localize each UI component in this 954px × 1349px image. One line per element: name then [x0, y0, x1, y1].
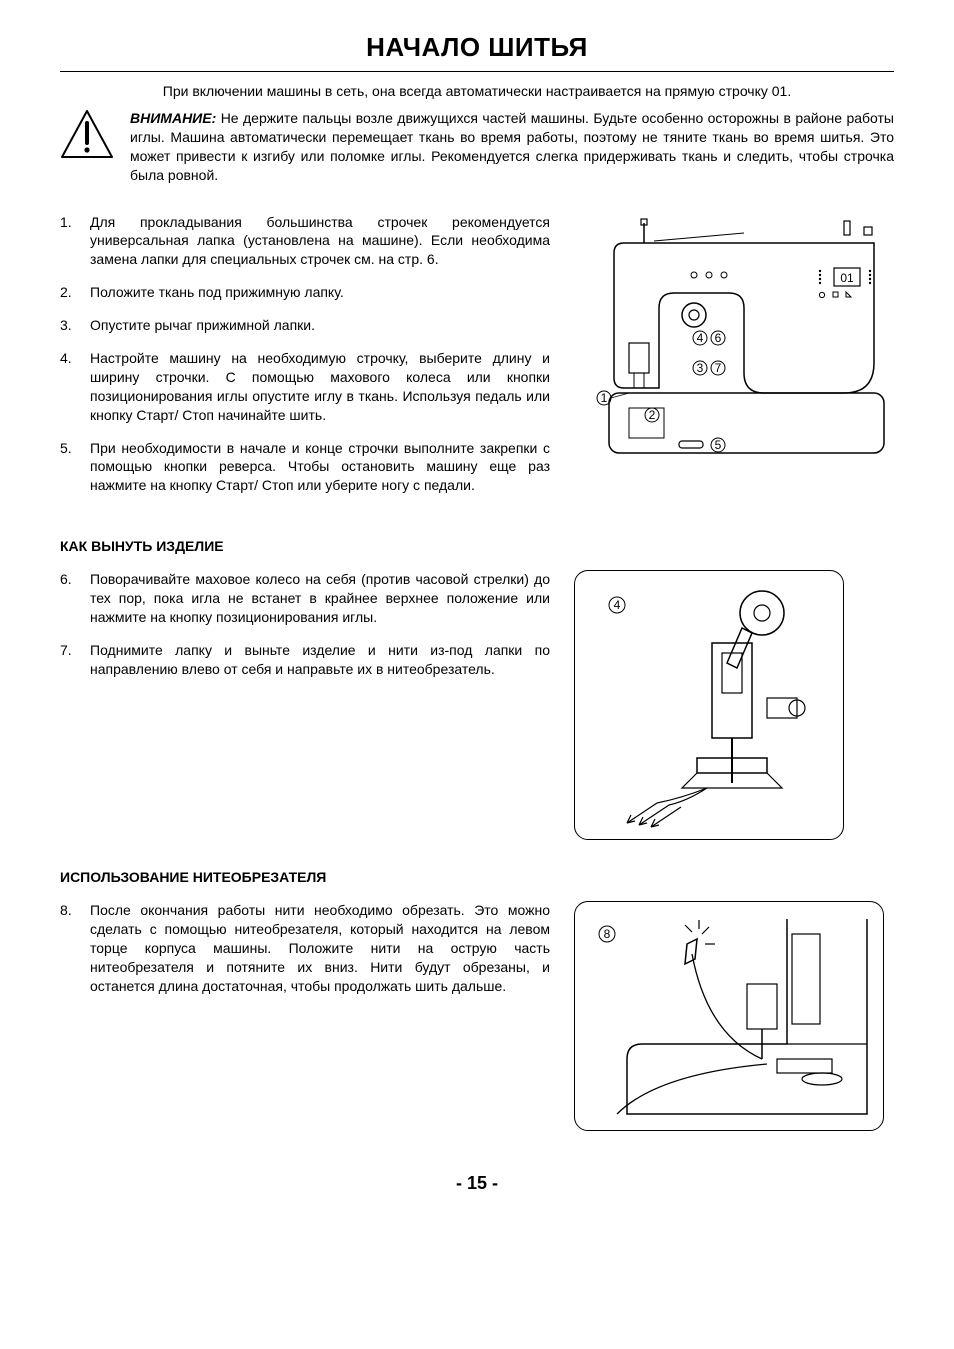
warning-block: ВНИМАНИЕ: Не держите пальцы возле движущ…	[60, 109, 894, 185]
block-steps-remove: 6.Поворачивайте маховое колесо на себя (…	[60, 570, 894, 840]
step-number: 4.	[60, 349, 90, 425]
step-number: 2.	[60, 283, 90, 302]
step-text: Поворачивайте маховое колесо на себя (пр…	[90, 570, 550, 627]
step-item: 3.Опустите рычаг прижимной лапки.	[60, 316, 550, 335]
step-item: 2.Положите ткань под прижимную лапку.	[60, 283, 550, 302]
step-item: 6.Поворачивайте маховое колесо на себя (…	[60, 570, 550, 627]
text-col-cutter: 8.После окончания работы нити необходимо…	[60, 901, 550, 1009]
step-text: Опустите рычаг прижимной лапки.	[90, 316, 550, 335]
step-number: 1.	[60, 213, 90, 270]
step-number: 8.	[60, 901, 90, 995]
figure1-callout-2: 2	[649, 408, 656, 422]
text-col-remove: 6.Поворачивайте маховое колесо на себя (…	[60, 570, 550, 692]
page-number: - 15 -	[60, 1171, 894, 1195]
figure1-callout-7: 7	[715, 361, 722, 375]
heading-remove: КАК ВЫНУТЬ ИЗДЕЛИЕ	[60, 537, 894, 556]
intro-text: При включении машины в сеть, она всегда …	[60, 82, 894, 101]
figure1-display-label: 01	[840, 271, 854, 285]
step-number: 3.	[60, 316, 90, 335]
steps-cutter-list: 8.После окончания работы нити необходимо…	[60, 901, 550, 995]
text-col-main: 1.Для прокладывания большинства строчек …	[60, 213, 550, 510]
figure2-callout: 4	[614, 598, 621, 612]
figure3-callout: 8	[604, 927, 611, 941]
title-rule	[60, 71, 894, 72]
step-number: 5.	[60, 439, 90, 496]
step-number: 6.	[60, 570, 90, 627]
warning-text: ВНИМАНИЕ: Не держите пальцы возле движущ…	[130, 109, 894, 185]
step-text: Положите ткань под прижимную лапку.	[90, 283, 550, 302]
figure-presser-foot: 4	[574, 570, 844, 840]
figure-col-1: 01 1 2	[574, 213, 894, 503]
step-text: После окончания работы нити необходимо о…	[90, 901, 550, 995]
figure-col-3: 8	[574, 901, 894, 1131]
warning-label: ВНИМАНИЕ:	[130, 110, 216, 126]
warning-icon	[60, 109, 114, 159]
steps-remove-list: 6.Поворачивайте маховое колесо на себя (…	[60, 570, 550, 678]
figure1-callout-3: 3	[697, 361, 704, 375]
step-item: 4.Настройте машину на необходимую строчк…	[60, 349, 550, 425]
figure-col-2: 4	[574, 570, 894, 840]
step-text: Настройте машину на необходимую строчку,…	[90, 349, 550, 425]
steps-main-list: 1.Для прокладывания большинства строчек …	[60, 213, 550, 496]
figure1-callout-5: 5	[715, 438, 722, 452]
step-text: Поднимите лапку и выньте изделие и нити …	[90, 641, 550, 679]
figure1-callout-4: 4	[697, 331, 704, 345]
step-text: При необходимости в начале и конце строч…	[90, 439, 550, 496]
figure1-callout-1: 1	[601, 391, 608, 405]
step-item: 5.При необходимости в начале и конце стр…	[60, 439, 550, 496]
step-item: 8.После окончания работы нити необходимо…	[60, 901, 550, 995]
page-title: НАЧАЛО ШИТЬЯ	[60, 30, 894, 65]
figure-machine-overview: 01 1 2	[574, 213, 894, 503]
heading-cutter: ИСПОЛЬЗОВАНИЕ НИТЕОБРЕЗАТЕЛЯ	[60, 868, 894, 887]
step-item: 1.Для прокладывания большинства строчек …	[60, 213, 550, 270]
step-text: Для прокладывания большинства строчек ре…	[90, 213, 550, 270]
warning-body: Не держите пальцы возле движущихся часте…	[130, 110, 894, 183]
block-steps-cutter: 8.После окончания работы нити необходимо…	[60, 901, 894, 1131]
block-steps-main: 1.Для прокладывания большинства строчек …	[60, 213, 894, 510]
step-number: 7.	[60, 641, 90, 679]
figure-thread-cutter: 8	[574, 901, 884, 1131]
step-item: 7.Поднимите лапку и выньте изделие и нит…	[60, 641, 550, 679]
figure1-callout-6: 6	[715, 331, 722, 345]
